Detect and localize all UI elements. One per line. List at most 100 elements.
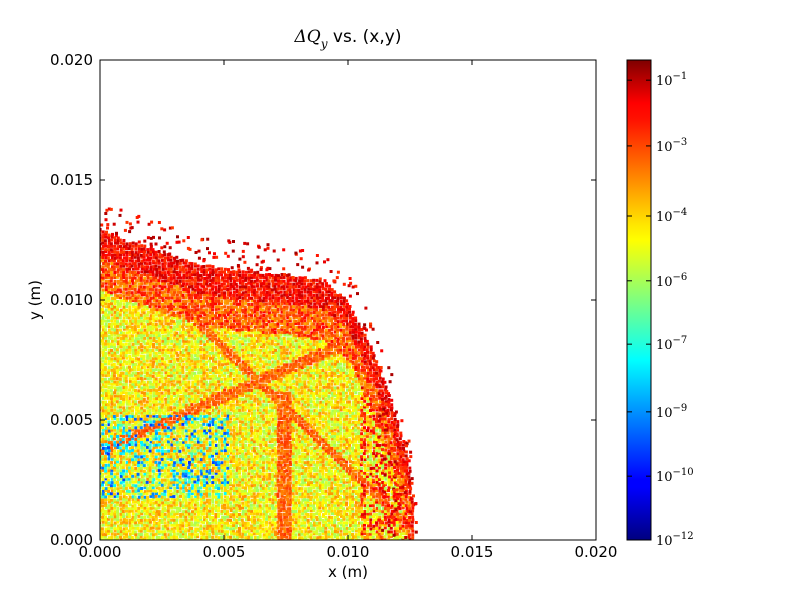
- data-point: [142, 399, 146, 403]
- data-point: [175, 420, 179, 424]
- data-point: [164, 337, 168, 341]
- data-point: [113, 293, 117, 297]
- data-point: [118, 313, 122, 317]
- data-point: [205, 383, 209, 387]
- data-point: [167, 282, 171, 286]
- data-point: [131, 365, 135, 369]
- data-point: [149, 253, 153, 256]
- data-point: [113, 489, 117, 493]
- data-point: [196, 394, 200, 398]
- data-point: [124, 388, 128, 392]
- data-point: [235, 302, 239, 306]
- data-point: [131, 498, 135, 501]
- data-point: [190, 474, 194, 478]
- data-point: [235, 489, 239, 493]
- data-point: [108, 515, 111, 519]
- data-point: [155, 472, 158, 476]
- data-point: [160, 420, 164, 423]
- data-point: [151, 349, 155, 352]
- data-point: [205, 296, 209, 300]
- data-point: [116, 396, 119, 400]
- data-point: [160, 380, 164, 383]
- data-point: [220, 317, 224, 320]
- data-point: [140, 446, 144, 449]
- data-point: [122, 395, 126, 398]
- data-point: [185, 342, 189, 346]
- data-point: [238, 471, 241, 475]
- data-point: [110, 276, 114, 280]
- data-point: [196, 466, 200, 470]
- data-point: [235, 417, 239, 421]
- data-point: [145, 301, 149, 305]
- data-point: [107, 362, 111, 366]
- data-point: [173, 498, 177, 502]
- data-point: [226, 362, 230, 366]
- data-point: [155, 406, 158, 410]
- data-point: [215, 484, 218, 488]
- data-point: [217, 495, 221, 499]
- data-point: [142, 278, 146, 282]
- data-point: [238, 480, 242, 484]
- data-point: [203, 397, 206, 401]
- data-point: [119, 454, 123, 458]
- data-point: [205, 486, 209, 490]
- data-point: [157, 428, 161, 432]
- data-point: [226, 334, 230, 338]
- data-point: [217, 391, 221, 395]
- data-point: [194, 521, 197, 525]
- data-point: [220, 518, 224, 522]
- data-point: [145, 267, 149, 271]
- data-point: [188, 437, 192, 441]
- data-point: [193, 394, 197, 398]
- data-point: [136, 267, 140, 271]
- data-point: [113, 500, 117, 504]
- data-point: [223, 270, 226, 274]
- data-point: [152, 371, 156, 375]
- data-point: [103, 454, 107, 458]
- data-point: [146, 342, 150, 346]
- data-point: [173, 368, 176, 372]
- data-point: [194, 368, 197, 372]
- data-point: [122, 527, 126, 531]
- data-point: [176, 532, 180, 536]
- data-point: [124, 428, 128, 432]
- data-point: [208, 535, 212, 539]
- data-point: [119, 267, 122, 271]
- data-point: [128, 420, 132, 424]
- data-point: [184, 527, 188, 531]
- data-point: [176, 483, 180, 487]
- data-point: [100, 229, 102, 233]
- data-point: [163, 290, 167, 294]
- data-point: [217, 354, 220, 357]
- data-point: [179, 420, 183, 424]
- data-point: [199, 350, 203, 354]
- data-point: [187, 518, 191, 522]
- data-point: [178, 311, 182, 315]
- data-point: [240, 417, 244, 421]
- data-point: [163, 328, 167, 332]
- data-point: [176, 446, 180, 450]
- data-point: [130, 373, 134, 377]
- data-point: [190, 391, 194, 395]
- data-point: [110, 510, 114, 513]
- data-point: [208, 431, 212, 435]
- data-point: [131, 512, 135, 516]
- data-point: [211, 475, 215, 479]
- data-point: [218, 319, 221, 323]
- data-point: [226, 423, 230, 426]
- data-point: [125, 362, 129, 366]
- data-point: [206, 524, 210, 528]
- data-point: [217, 429, 221, 433]
- data-point: [152, 533, 155, 537]
- data-point: [137, 346, 141, 350]
- data-point: [151, 302, 155, 306]
- data-point: [205, 365, 209, 369]
- data-point: [209, 325, 212, 329]
- data-point: [145, 333, 149, 337]
- data-point: [193, 443, 197, 447]
- data-point: [145, 331, 149, 335]
- data-point: [206, 423, 210, 427]
- data-point: [116, 437, 120, 441]
- data-point: [172, 468, 176, 472]
- data-point: [108, 506, 111, 510]
